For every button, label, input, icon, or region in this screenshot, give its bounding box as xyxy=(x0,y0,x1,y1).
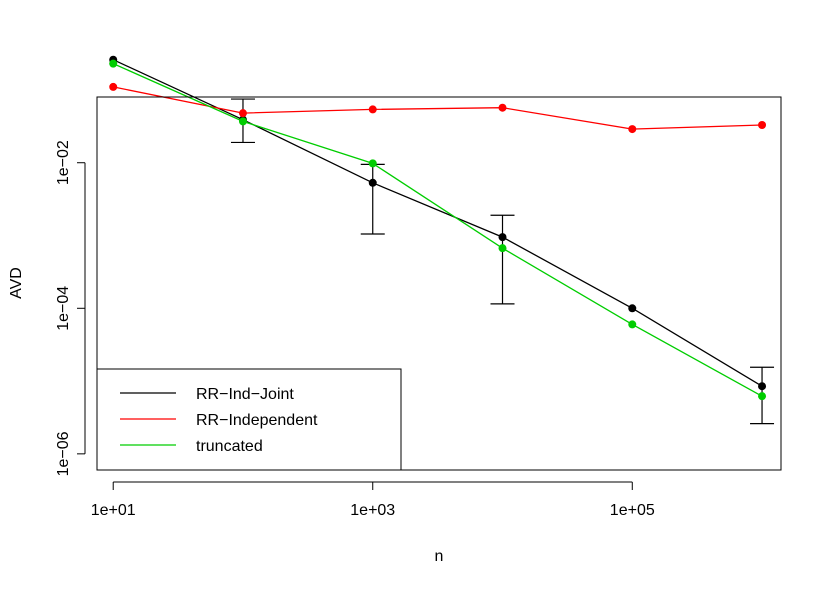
data-point-2 xyxy=(368,159,377,168)
legend-label-2: truncated xyxy=(196,438,263,455)
data-point-2 xyxy=(109,59,118,68)
series-line-1 xyxy=(113,86,763,130)
data-point-1 xyxy=(498,103,507,112)
data-point-2 xyxy=(758,392,767,401)
data-point-1 xyxy=(628,125,637,134)
y-tick-label: 1e−04 xyxy=(55,286,72,331)
x-tick-label: 1e+03 xyxy=(350,502,395,519)
data-point-0 xyxy=(498,233,507,242)
data-point-1 xyxy=(109,82,118,91)
data-point-0 xyxy=(758,382,767,391)
x-axis-label: n xyxy=(435,548,444,565)
y-tick-label: 1e−02 xyxy=(55,140,72,185)
data-point-1 xyxy=(238,109,247,118)
y-tick-label: 1e−06 xyxy=(55,431,72,476)
data-point-1 xyxy=(758,120,767,129)
y-axis-label: AVD xyxy=(8,267,25,299)
legend: RR−Ind−Joint RR−Independent truncated xyxy=(96,368,402,471)
plot-frame xyxy=(96,96,782,471)
series-line-2 xyxy=(112,63,763,397)
series-line-0 xyxy=(112,59,763,387)
axes: 1e+01 1e+03 1e+05 1e−06 1e−04 1e−02 xyxy=(55,140,655,519)
data-point-0 xyxy=(628,304,637,313)
data-point-2 xyxy=(628,320,637,329)
x-tick-label: 1e+05 xyxy=(610,502,655,519)
data-point-0 xyxy=(368,178,377,187)
legend-label-1: RR−Independent xyxy=(196,412,318,429)
plot-marks xyxy=(109,55,775,425)
data-point-2 xyxy=(238,117,247,126)
data-point-2 xyxy=(498,244,507,253)
data-point-1 xyxy=(368,105,377,114)
legend-label-0: RR−Ind−Joint xyxy=(196,386,294,403)
x-tick-label: 1e+01 xyxy=(91,502,136,519)
